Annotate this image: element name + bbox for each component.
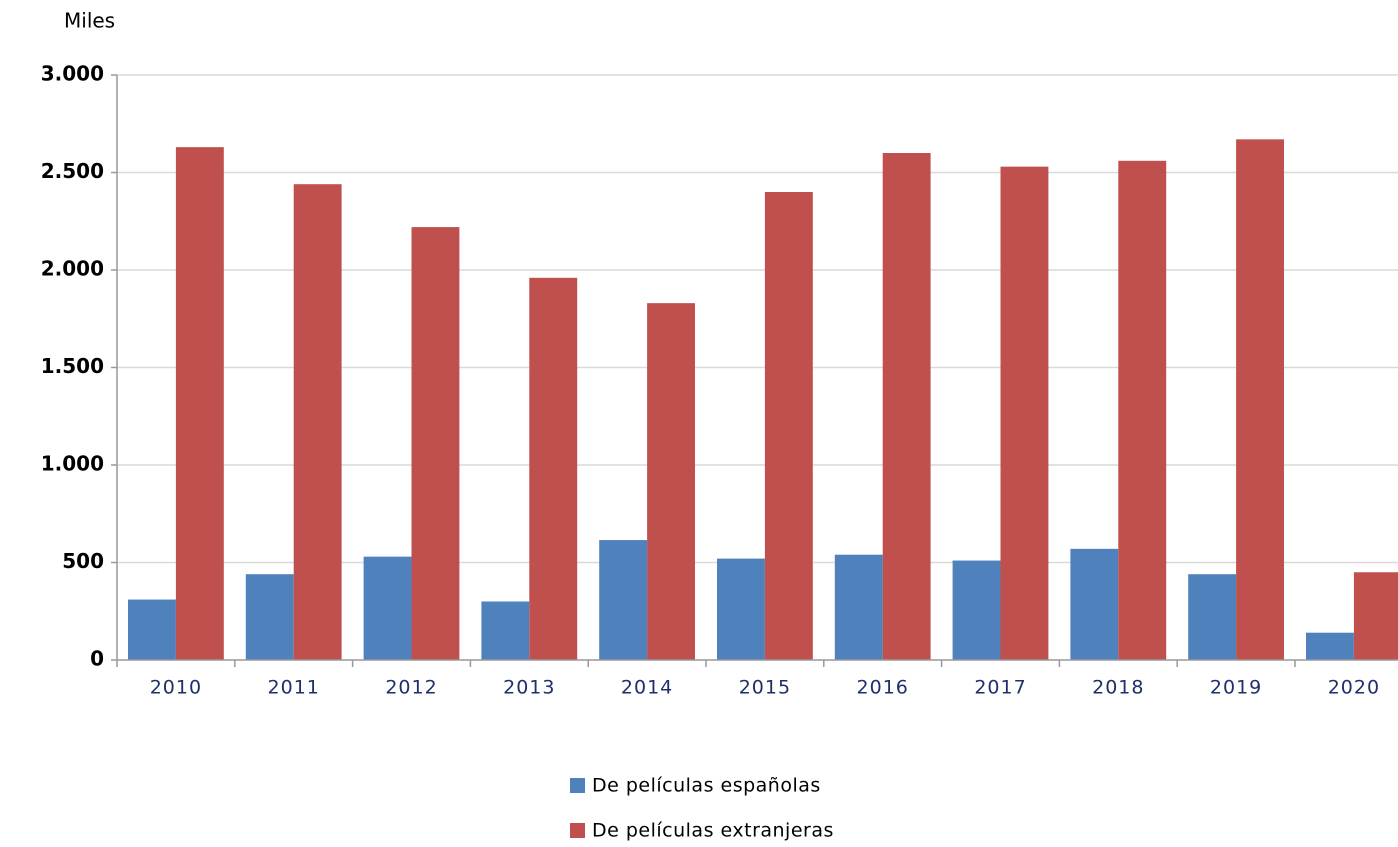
x-tick-label: 2013: [503, 677, 555, 699]
legend-label: De películas españolas: [592, 775, 821, 797]
y-axis-label: Miles: [64, 9, 115, 33]
bar: [175, 147, 224, 660]
x-tick-label: 2012: [385, 677, 437, 699]
x-tick-label: 2014: [621, 677, 673, 699]
legend-label: De películas extranjeras: [592, 820, 834, 842]
bar: [647, 303, 695, 660]
x-tick-label: 2018: [1092, 677, 1144, 699]
bar: [1000, 166, 1049, 660]
y-tick-label: 3.000: [41, 62, 104, 86]
y-tick-label: 1.000: [41, 452, 104, 476]
bar: [128, 599, 176, 660]
x-tick-label: 2019: [1210, 677, 1262, 699]
bar: [834, 554, 883, 660]
bar: [529, 277, 578, 660]
y-tick-label: 2.500: [41, 159, 104, 183]
x-tick-label: 2017: [974, 677, 1026, 699]
bar: [1188, 574, 1237, 660]
y-tick-label: 500: [62, 549, 104, 573]
bar: [1306, 632, 1354, 660]
bar: [1118, 160, 1167, 661]
y-tick-label: 2.000: [41, 257, 104, 281]
bar: [952, 560, 1001, 660]
x-tick-label: 2015: [739, 677, 791, 699]
bar: [1236, 139, 1284, 661]
legend-swatch: [570, 778, 585, 793]
bar: [363, 556, 412, 660]
x-tick-label: 2010: [150, 677, 202, 699]
bar: [245, 574, 294, 660]
legend-swatch: [570, 823, 585, 838]
bar: [481, 601, 530, 660]
x-tick-label: 2011: [268, 677, 320, 699]
bar: [1070, 548, 1119, 660]
bar: [882, 153, 931, 660]
x-tick-label: 2016: [857, 677, 909, 699]
bar: [411, 227, 460, 660]
bar: [1353, 572, 1398, 660]
bar: [293, 184, 342, 660]
x-tick-label: 2020: [1328, 677, 1380, 699]
y-tick-label: 1.500: [41, 354, 104, 378]
bar: [764, 192, 813, 660]
bar: [599, 540, 648, 660]
bar: [717, 558, 765, 660]
y-tick-label: 0: [90, 647, 104, 671]
